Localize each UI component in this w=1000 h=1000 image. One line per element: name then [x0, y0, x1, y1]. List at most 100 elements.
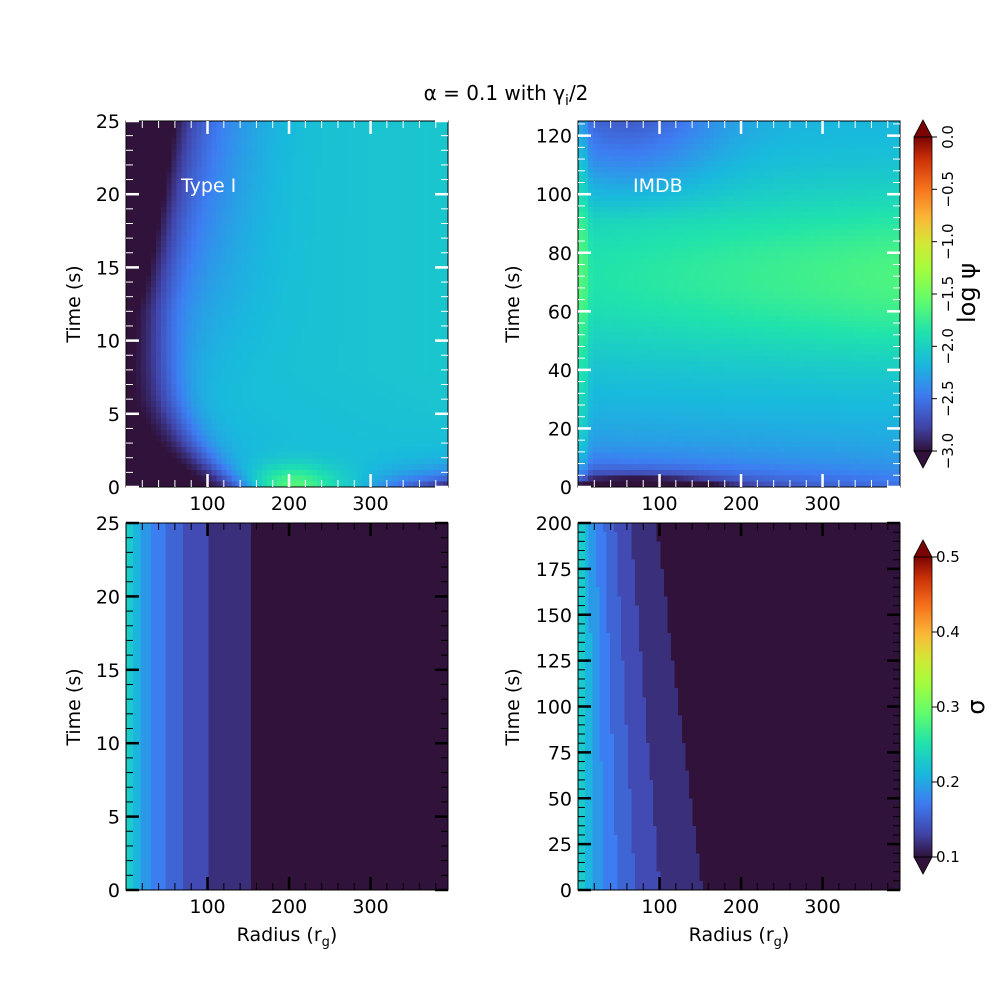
- heatmap-cell: [352, 418, 359, 425]
- heatmap-cell: [628, 172, 634, 179]
- heatmap-cell: [171, 161, 177, 168]
- heatmap-cell: [879, 183, 886, 191]
- heatmap-cell: [302, 155, 308, 162]
- heatmap-cell: [236, 223, 243, 231]
- heatmap-cell: [312, 298, 318, 305]
- heatmap-cell: [141, 178, 147, 185]
- heatmap-cell: [829, 143, 836, 151]
- heatmap-cell: [402, 178, 409, 185]
- heatmap-cell: [256, 241, 263, 248]
- heatmap-cell: [407, 161, 414, 168]
- heatmap-cell: [432, 126, 439, 134]
- heatmap-cell: [362, 406, 369, 414]
- heatmap-cell: [146, 418, 152, 425]
- heatmap-cell: [281, 223, 288, 231]
- heatmap-cell: [161, 172, 167, 179]
- heatmap-cell: [332, 281, 338, 288]
- heatmap-cell: [136, 149, 142, 156]
- heatmap-cell: [437, 235, 444, 242]
- heatmap-cell: [442, 401, 449, 408]
- heatmap-cell: [266, 458, 273, 465]
- heatmap-cell: [608, 172, 614, 179]
- heatmap-cell: [196, 155, 203, 162]
- heatmap-cell: [377, 315, 384, 322]
- heatmap-cell: [337, 355, 343, 362]
- heatmap-cell: [292, 378, 298, 385]
- heatmap-cell: [417, 372, 424, 379]
- heatmap-cell: [281, 481, 288, 488]
- heatmap-cell: [312, 418, 318, 425]
- heatmap-cell: [297, 475, 303, 482]
- heatmap-cell: [789, 172, 795, 179]
- heatmap-cell: [206, 349, 213, 357]
- heatmap-cell: [432, 229, 439, 236]
- heatmap-cell: [246, 366, 253, 374]
- heatmap-cell: [819, 143, 826, 151]
- heatmap-cell: [342, 223, 348, 231]
- heatmap-cell: [769, 172, 775, 179]
- heatmap-cell: [156, 326, 162, 334]
- heatmap-cell: [221, 349, 228, 357]
- heatmap-cell: [287, 435, 293, 442]
- heatmap-cell: [171, 344, 177, 351]
- heatmap-cell: [201, 206, 208, 214]
- heatmap-cell: [166, 161, 172, 168]
- heatmap-cell: [382, 395, 389, 402]
- heatmap-cell: [708, 172, 715, 179]
- heatmap-cell: [261, 235, 268, 242]
- heatmap-cell: [427, 235, 434, 242]
- heatmap-cell: [131, 441, 137, 448]
- heatmap-cell: [231, 161, 238, 168]
- heatmap-cell: [347, 344, 354, 351]
- heatmap-cell: [141, 161, 147, 168]
- heatmap-cell: [342, 304, 348, 311]
- heatmap-cell: [588, 178, 594, 185]
- heatmap-cell: [322, 361, 328, 368]
- heatmap-cell: [276, 241, 283, 248]
- heatmap-cell: [211, 458, 218, 465]
- heatmap-cell: [292, 155, 298, 162]
- heatmap-cell: [141, 143, 147, 151]
- heatmap-cell: [246, 332, 253, 339]
- heatmap-cell: [693, 132, 700, 139]
- heatmap-cell: [412, 298, 419, 305]
- heatmap-cell: [432, 246, 439, 254]
- heatmap-cell: [156, 315, 162, 322]
- heatmap-cell: [201, 269, 208, 277]
- heatmap-cell: [292, 286, 298, 294]
- heatmap-cell: [211, 229, 218, 236]
- heatmap-cell: [784, 178, 790, 185]
- heatmap-cell: [417, 161, 424, 168]
- heatmap-cell: [407, 143, 414, 151]
- heatmap-cell: [372, 412, 379, 419]
- heatmap-cell: [708, 155, 715, 162]
- heatmap-cell: [372, 441, 379, 448]
- heatmap-cell: [171, 218, 177, 225]
- heatmap-cell: [352, 384, 359, 391]
- heatmap-cell: [407, 446, 414, 454]
- heatmap-cell: [407, 441, 414, 448]
- heatmap-cell: [417, 384, 424, 391]
- heatmap-cell: [327, 389, 333, 397]
- heatmap-cell: [276, 355, 283, 362]
- heatmap-cell: [432, 183, 439, 191]
- heatmap-cell: [211, 189, 218, 196]
- heatmap-cell: [754, 166, 760, 174]
- heatmap-cell: [287, 389, 293, 397]
- heatmap-cell: [161, 366, 167, 374]
- heatmap-cell: [422, 263, 429, 271]
- heatmap-cell: [307, 161, 313, 168]
- heatmap-cell: [211, 161, 218, 168]
- heatmap-cell: [412, 309, 419, 317]
- heatmap-cell: [276, 441, 283, 448]
- heatmap-cell: [367, 206, 374, 214]
- heatmap-cell: [437, 223, 444, 231]
- heatmap-cell: [347, 161, 354, 168]
- heatmap-cell: [216, 384, 223, 391]
- heatmap-cell: [864, 121, 871, 128]
- heatmap-cell: [417, 132, 424, 139]
- heatmap-cell: [402, 446, 409, 454]
- heatmap-cell: [417, 223, 424, 231]
- heatmap-cell: [297, 424, 303, 431]
- heatmap-cell: [713, 132, 720, 139]
